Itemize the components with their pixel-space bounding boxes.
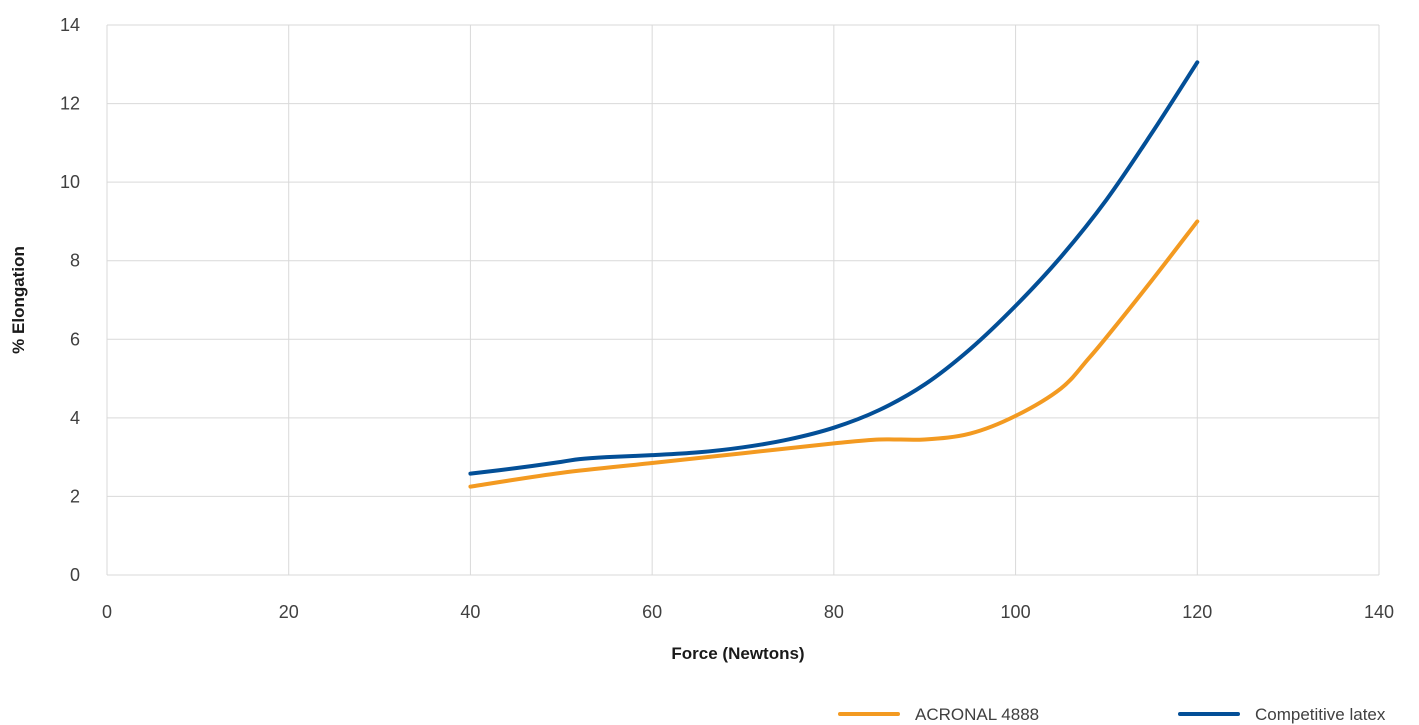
x-tick-label: 20 [279,602,299,622]
series-lines [468,60,1200,489]
gridlines [106,24,1380,576]
legend: ACRONAL 4888 Competitive latex [838,705,1386,724]
tick-labels: 0 20 40 60 80 100 120 140 0 2 4 6 8 10 12 14 [60,15,1394,622]
x-tick-label: 0 [102,602,112,622]
legend-label-competitive-latex: Competitive latex [1255,705,1386,724]
series-line-acronal-4888 [468,219,1200,489]
x-tick-label: 60 [642,602,662,622]
x-tick-label: 40 [460,602,480,622]
x-tick-label: 80 [824,602,844,622]
y-tick-label: 12 [60,94,80,114]
y-tick-label: 14 [60,15,80,35]
y-tick-label: 2 [70,486,80,506]
x-tick-label: 120 [1182,602,1212,622]
x-tick-label: 100 [1001,602,1031,622]
x-axis-title: Force (Newtons) [671,644,804,663]
y-tick-label: 0 [70,565,80,585]
y-axis-title: % Elongation [9,246,28,354]
y-tick-label: 6 [70,329,80,349]
series-line-competitive-latex [468,60,1200,476]
x-tick-label: 140 [1364,602,1394,622]
y-tick-label: 10 [60,172,80,192]
y-tick-label: 8 [70,251,80,271]
y-tick-label: 4 [70,408,80,428]
legend-label-acronal-4888: ACRONAL 4888 [915,705,1039,724]
